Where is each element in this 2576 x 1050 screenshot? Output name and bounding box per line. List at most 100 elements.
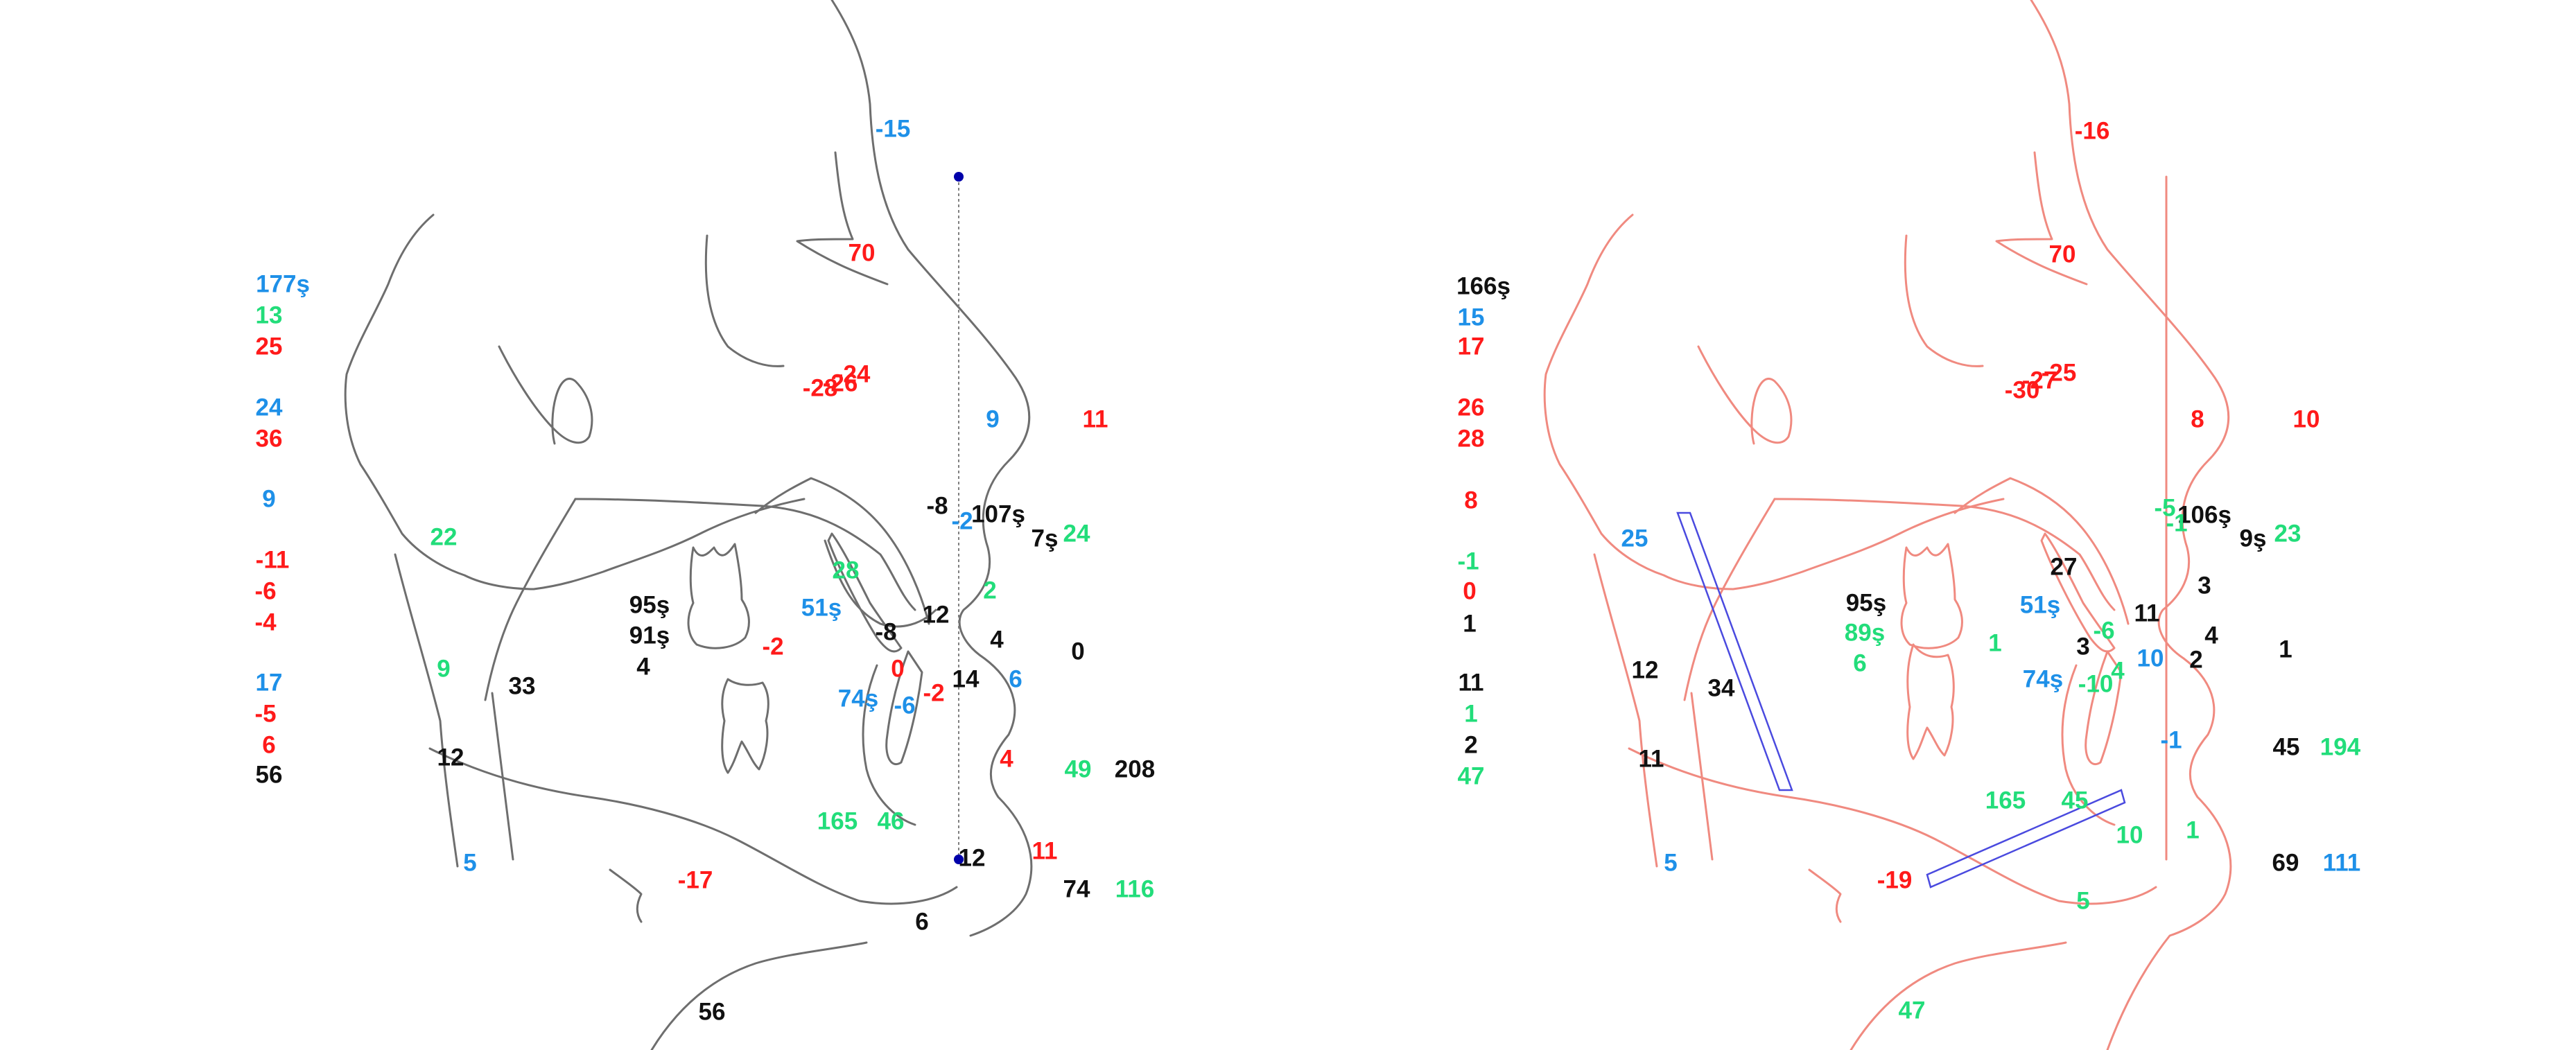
left-tracing-value: -24 bbox=[835, 360, 871, 388]
right-column-value: 0 bbox=[1463, 577, 1477, 605]
maxilla-contour bbox=[754, 477, 930, 625]
left-tracing-value: 9 bbox=[437, 655, 451, 683]
hyoid bbox=[1808, 868, 1842, 923]
right-tracing-value: 89ş bbox=[1844, 619, 1886, 647]
nasal-bone bbox=[796, 151, 889, 286]
left-tracing-value: 7ş bbox=[1031, 525, 1059, 552]
left-column-value: 9 bbox=[262, 485, 276, 513]
right-column-value: 26 bbox=[1457, 394, 1485, 421]
right-tracing-value: 111 bbox=[2322, 849, 2361, 877]
left-tracing-value: 6 bbox=[1009, 665, 1022, 693]
left-tracing-value: 208 bbox=[1114, 755, 1156, 783]
right-column-value: 28 bbox=[1457, 425, 1485, 453]
right-tracing-value: -6 bbox=[2093, 617, 2115, 645]
ramus-reference-band bbox=[1676, 511, 1793, 791]
landmark-dot-bottom bbox=[954, 855, 964, 864]
left-tracing-value: 4 bbox=[990, 626, 1004, 654]
right-tracing-value: 2 bbox=[2189, 646, 2203, 674]
upper-molar bbox=[687, 543, 750, 649]
cranial-outline bbox=[1543, 213, 2005, 590]
right-tracing-value: 3 bbox=[2076, 633, 2090, 660]
right-tracing-value: 6 bbox=[1853, 649, 1867, 677]
right-tracing-value: 47 bbox=[1898, 997, 1926, 1024]
right-tracing-value: -16 bbox=[2074, 117, 2110, 145]
left-column-value: 24 bbox=[255, 394, 283, 421]
left-column-value: 17 bbox=[255, 669, 283, 697]
right-tracing-value: 4 bbox=[2204, 622, 2218, 649]
sella-contour bbox=[1697, 345, 1793, 445]
right-column-value: 15 bbox=[1457, 304, 1485, 331]
right-column-value: -1 bbox=[1457, 548, 1479, 575]
palatal-plane bbox=[1773, 498, 2116, 611]
right-tracing-value: -30 bbox=[2004, 376, 2040, 404]
right-tracing-value: -10 bbox=[2078, 670, 2114, 698]
left-tracing-value: 116 bbox=[1115, 875, 1155, 903]
left-tracing-value: 28 bbox=[832, 557, 860, 584]
lower-molar bbox=[721, 678, 769, 774]
left-column-value: 177ş bbox=[256, 270, 310, 298]
left-column-value: -6 bbox=[254, 577, 277, 605]
left-column-value: 36 bbox=[255, 425, 283, 453]
right-tracing-value: 8 bbox=[2191, 405, 2204, 433]
right-column-value: 17 bbox=[1457, 333, 1485, 360]
right-tracing-value: -5 bbox=[2154, 494, 2176, 522]
left-tracing-value: -17 bbox=[677, 866, 713, 894]
palatal-plane bbox=[574, 498, 916, 611]
left-tracing-value: -2 bbox=[923, 679, 945, 707]
right-tracing-value: 9ş bbox=[2239, 525, 2267, 552]
right-column-value: 11 bbox=[1458, 669, 1484, 697]
right-tracing-value: 1 bbox=[1988, 629, 2002, 657]
right-tracing-value: 25 bbox=[1621, 525, 1648, 552]
left-tracing-value: -8 bbox=[926, 492, 948, 520]
landmark-dot-top bbox=[954, 172, 964, 182]
left-tracing-value: 91ş bbox=[629, 622, 670, 649]
right-column-value: 2 bbox=[1464, 731, 1478, 759]
right-tracing-value: 34 bbox=[1707, 674, 1735, 702]
left-tracing-value: 0 bbox=[1071, 638, 1085, 665]
left-tracing-value: 74ş bbox=[837, 685, 879, 712]
right-column-value: 1 bbox=[1463, 610, 1477, 638]
right-tracing-value: -1 bbox=[2166, 509, 2188, 537]
right-tracing-value: 5 bbox=[1664, 849, 1678, 877]
left-column-value: 13 bbox=[255, 301, 283, 329]
right-tracing-value: 51ş bbox=[2019, 591, 2061, 619]
maxilla-contour bbox=[1953, 477, 2130, 625]
left-tracing-value: 51ş bbox=[801, 594, 842, 622]
left-tracing-value: 107ş bbox=[971, 500, 1025, 528]
right-column-value: 166ş bbox=[1456, 272, 1511, 300]
left-column-value: -4 bbox=[254, 609, 277, 636]
chin-symphysis bbox=[862, 664, 916, 826]
right-tracing-value: 10 bbox=[2116, 821, 2143, 849]
left-tracing-value: 12 bbox=[437, 744, 464, 771]
left-tracing-value: 22 bbox=[430, 523, 458, 551]
left-tracing-value: 2 bbox=[983, 577, 997, 604]
left-tracing-value: 165 bbox=[817, 807, 858, 835]
right-tracing-value: 1 bbox=[2186, 816, 2200, 844]
left-tracing-value: 49 bbox=[1064, 755, 1092, 783]
right-tracing-value: -1 bbox=[2160, 726, 2182, 754]
right-tracing-value: -19 bbox=[1877, 866, 1913, 894]
right-tracing-value: 3 bbox=[2198, 572, 2211, 600]
lower-incisor bbox=[885, 650, 923, 765]
left-tracing-value: 6 bbox=[915, 908, 929, 936]
right-tracing-value: 10 bbox=[2136, 645, 2164, 672]
left-tracing-value: 14 bbox=[952, 665, 980, 693]
right-tracing-value: 5 bbox=[2076, 887, 2090, 915]
left-tracing-value: 24 bbox=[1063, 520, 1090, 548]
chin-symphysis bbox=[2061, 664, 2116, 826]
mandible-outline bbox=[394, 553, 958, 905]
right-tracing-value: 70 bbox=[2048, 240, 2076, 268]
cervical-line bbox=[1850, 941, 2067, 1050]
left-tracing-value: 0 bbox=[891, 655, 905, 683]
right-column-value: 47 bbox=[1457, 762, 1485, 790]
left-tracing-value: 11 bbox=[1082, 405, 1108, 433]
pterygoid-line bbox=[484, 498, 577, 701]
upper-incisor bbox=[2040, 532, 2116, 653]
mandible-outline bbox=[1593, 553, 2157, 905]
right-tracing-value: 45 bbox=[2061, 787, 2089, 814]
right-tracing-value: 165 bbox=[1985, 787, 2026, 814]
right-tracing-value: 23 bbox=[2274, 520, 2301, 548]
left-tracing-value: 46 bbox=[877, 807, 905, 835]
right-tracing-value: 11 bbox=[2134, 600, 2160, 627]
